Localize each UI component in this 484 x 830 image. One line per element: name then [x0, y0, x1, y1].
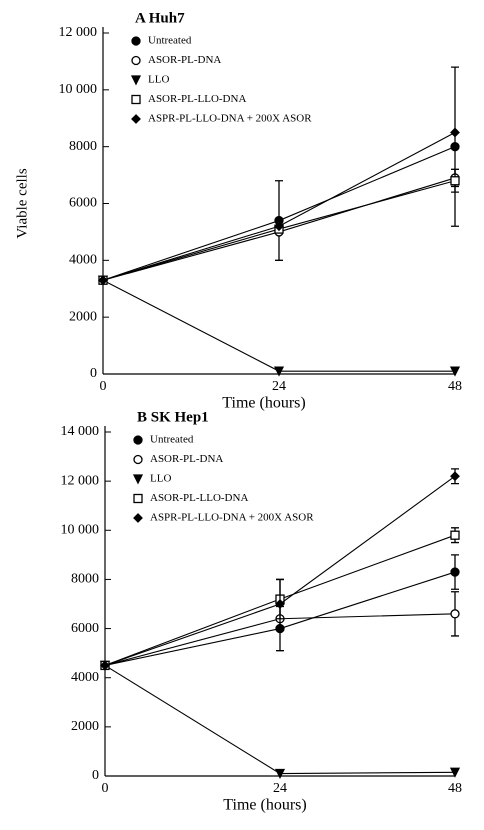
- marker: [450, 127, 460, 138]
- marker: [274, 768, 286, 779]
- legend-label: ASOR-PL-DNA: [150, 453, 223, 465]
- y-tick-label: 8000: [71, 572, 99, 587]
- marker: [130, 75, 142, 86]
- marker: [274, 221, 284, 232]
- marker: [98, 275, 108, 286]
- x-tick-label: 0: [102, 781, 109, 796]
- legend-label: ASOR-PL-LLO-DNA: [150, 492, 248, 504]
- y-tick-label: 10 000: [61, 523, 100, 538]
- x-axis-label: Time (hours): [223, 797, 306, 814]
- legend-label: ASPR-PL-LLO-DNA + 200X ASOR: [150, 512, 314, 524]
- marker: [449, 366, 461, 377]
- x-tick-label: 48: [448, 379, 462, 394]
- y-tick-label: 0: [92, 768, 99, 783]
- x-tick-label: 24: [272, 379, 286, 394]
- marker: [133, 454, 143, 465]
- marker: [450, 567, 460, 577]
- marker: [450, 609, 460, 619]
- series-line: [102, 279, 455, 372]
- y-tick-label: 4000: [69, 253, 97, 268]
- x-axis-label: Time (hours): [222, 395, 305, 412]
- legend-label: Untreated: [150, 434, 194, 446]
- marker: [450, 142, 460, 152]
- x-tick-label: 24: [273, 781, 287, 796]
- y-tick-label: 14 000: [61, 424, 100, 439]
- marker: [450, 176, 460, 186]
- y-tick-label: 4000: [71, 670, 99, 685]
- marker: [100, 660, 110, 671]
- marker: [133, 513, 143, 523]
- marker: [133, 493, 143, 504]
- legend-label: ASPR-PL-LLO-DNA + 200X ASOR: [148, 113, 312, 125]
- y-tick-label: 6000: [71, 621, 99, 636]
- marker: [131, 55, 141, 66]
- y-axis-label: Viable cells: [14, 168, 30, 238]
- marker: [131, 36, 141, 46]
- series-line: [104, 664, 456, 775]
- y-tick-label: 2000: [71, 719, 99, 734]
- y-tick-label: 2000: [69, 309, 97, 324]
- legend-label: Untreated: [148, 35, 192, 47]
- marker: [133, 435, 143, 445]
- legend-label: LLO: [148, 74, 169, 86]
- y-tick-label: 10 000: [59, 82, 98, 97]
- panel-title: A Huh7: [135, 10, 185, 26]
- panel-title: B SK Hep1: [137, 409, 209, 425]
- y-tick-label: 12 000: [61, 473, 100, 488]
- y-tick-label: 8000: [69, 139, 97, 154]
- legend-label: LLO: [150, 473, 171, 485]
- marker: [131, 114, 141, 124]
- marker: [132, 474, 144, 485]
- legend-label: ASOR-PL-LLO-DNA: [148, 93, 246, 105]
- marker: [275, 599, 285, 609]
- legend-label: ASOR-PL-DNA: [148, 54, 221, 66]
- y-tick-label: 0: [90, 366, 97, 381]
- y-tick-label: 6000: [69, 196, 97, 211]
- x-tick-label: 0: [100, 379, 107, 394]
- y-tick-label: 12 000: [59, 25, 98, 40]
- marker: [131, 94, 141, 105]
- marker: [273, 366, 285, 377]
- marker: [450, 471, 460, 482]
- marker: [449, 767, 461, 778]
- marker: [450, 530, 460, 540]
- x-tick-label: 48: [448, 781, 462, 796]
